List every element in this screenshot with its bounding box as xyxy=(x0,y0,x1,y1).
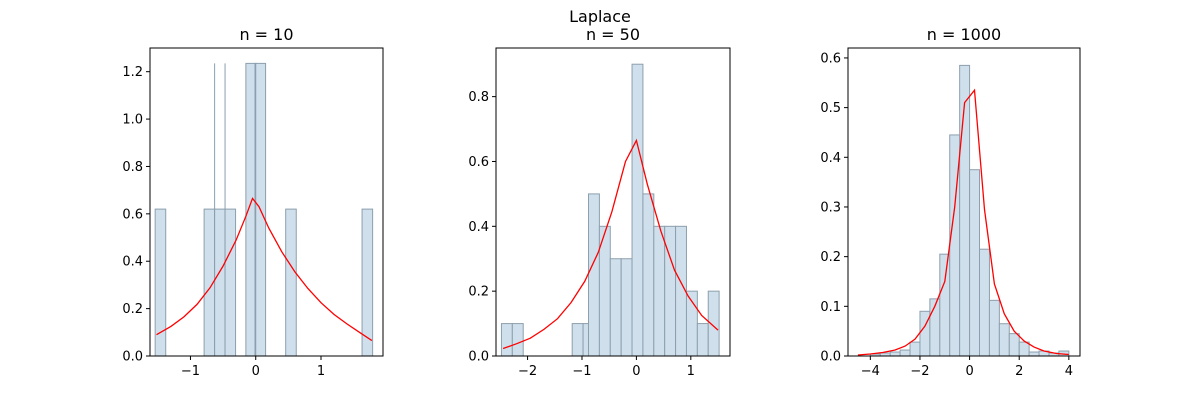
histogram-bar xyxy=(214,208,226,357)
x-tick-label: 1 xyxy=(687,364,695,379)
x-tick-label: 0 xyxy=(965,364,973,379)
histogram-bar xyxy=(889,351,901,357)
density-curve xyxy=(156,197,373,342)
y-tick-label: 0.0 xyxy=(820,350,841,365)
histogram-bar xyxy=(969,169,981,357)
histogram-bar xyxy=(620,258,633,357)
axes-frame xyxy=(495,47,731,357)
figure-suptitle: Laplace xyxy=(569,7,631,26)
histogram-bar xyxy=(998,323,1010,357)
density-curve xyxy=(857,88,1069,356)
histogram-bar xyxy=(939,253,951,357)
y-tick-label: 0.6 xyxy=(820,51,841,66)
histogram-bar xyxy=(500,323,513,357)
y-tick-label: 0.4 xyxy=(122,255,143,270)
histogram-bar xyxy=(361,208,374,357)
histogram-bar xyxy=(511,323,524,357)
x-tick-label: 0 xyxy=(632,364,640,379)
x-tick-label: −2 xyxy=(910,364,929,379)
y-tick-label: 0.2 xyxy=(122,302,143,317)
x-tick-label: −1 xyxy=(181,364,200,379)
y-tick-label: 0.8 xyxy=(468,90,489,105)
y-tick-label: 0.4 xyxy=(468,220,489,235)
y-tick-label: 0.2 xyxy=(468,285,489,300)
x-tick-label: −2 xyxy=(518,364,537,379)
y-tick-label: 0.6 xyxy=(468,155,489,170)
x-tick-label: −4 xyxy=(861,364,880,379)
histogram-bar xyxy=(588,193,600,357)
histogram-bar xyxy=(653,225,666,357)
histogram-bar xyxy=(899,349,911,357)
subplot-title: n = 1000 xyxy=(927,25,1001,44)
axes-frame xyxy=(847,47,1081,357)
y-tick-label: 0.0 xyxy=(468,350,489,365)
subplot-n10: −1 0 1 0.0 0.2 0.4 0.6 0.8 1.0 1.2 n = 10 xyxy=(122,25,384,379)
subplot-title: n = 50 xyxy=(586,25,640,44)
histogram-bar xyxy=(988,299,1000,357)
x-tick-label: 4 xyxy=(1065,364,1073,379)
histogram-bar xyxy=(696,323,709,357)
axes-frame xyxy=(149,47,384,357)
histogram-bar xyxy=(1028,351,1040,357)
y-tick-label: 0.2 xyxy=(820,250,841,265)
histogram-bar xyxy=(285,208,297,357)
histogram-bar xyxy=(909,341,921,357)
histogram-bar xyxy=(642,193,655,357)
y-tick-label: 1.0 xyxy=(122,113,143,128)
subplot-n50: −2 −1 0 1 0.0 0.2 0.4 0.6 0.8 n = 50 xyxy=(468,25,731,379)
y-tick-label: 0.3 xyxy=(820,200,841,215)
y-tick-label: 1.2 xyxy=(122,65,143,80)
y-tick-label: 0.8 xyxy=(122,160,143,175)
histogram-bar xyxy=(631,63,644,357)
y-tick-label: 0.6 xyxy=(122,207,143,222)
histogram-bar xyxy=(571,323,584,357)
x-tick-label: −1 xyxy=(572,364,591,379)
y-tick-label: 0.0 xyxy=(122,350,143,365)
histogram-bar xyxy=(979,248,990,357)
histogram-bar xyxy=(1018,341,1030,357)
y-tick-label: 0.4 xyxy=(820,151,841,166)
x-tick-label: 0 xyxy=(252,364,260,379)
subplot-n1000: −4 −2 0 2 4 0.0 0.1 0.2 0.3 0.4 0.5 0.6 n = 1000 xyxy=(820,25,1081,379)
density-curve xyxy=(502,138,719,350)
x-tick-label: 2 xyxy=(1015,364,1023,379)
histogram-bar xyxy=(1008,333,1020,357)
y-tick-label: 0.5 xyxy=(820,101,841,116)
subplot-title: n = 10 xyxy=(239,25,293,44)
y-tick-label: 0.1 xyxy=(820,300,841,315)
histogram-bar xyxy=(609,258,622,357)
histogram-bar xyxy=(224,208,237,357)
x-tick-label: 1 xyxy=(317,364,325,379)
